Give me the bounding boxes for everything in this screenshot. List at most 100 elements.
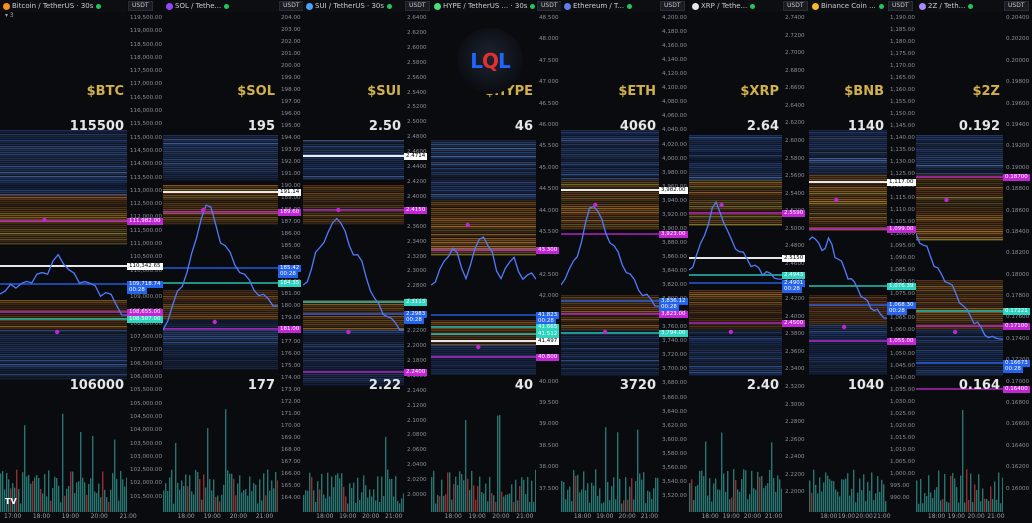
volume-bar bbox=[619, 479, 620, 512]
chart-panel-bnb[interactable]: Binance Coin ... USDT 1,190.00 1,185.00 1,18… bbox=[809, 0, 917, 523]
chart-panel-2z[interactable]: 2Z / Teth... USDT 0.20400 0.20200 0.20000 0.1… bbox=[916, 0, 1032, 523]
chart-canvas-eth[interactable] bbox=[561, 0, 689, 523]
y-axis-tick: 0.19800 bbox=[1006, 79, 1029, 85]
chart-panel-xrp[interactable]: XRP / Tethe... USDT 2.7400 2.7200 2.7000 2.68… bbox=[689, 0, 810, 523]
volume-bar bbox=[443, 496, 444, 512]
currency-button[interactable]: USDT bbox=[405, 1, 430, 11]
y-axis-tick: 2.5600 bbox=[407, 75, 427, 81]
chart-header[interactable]: SOL / Tethe... bbox=[163, 0, 278, 12]
volume-bar bbox=[439, 496, 440, 512]
y-axis-tick: 1,130.00 bbox=[890, 159, 915, 165]
chart-header[interactable]: XRP / Tethe... bbox=[689, 0, 782, 12]
chart-header[interactable]: Binance Coin ... bbox=[809, 0, 887, 12]
indicator-toggle-button[interactable]: ▾ 3 bbox=[5, 12, 14, 19]
chart-panel-btc[interactable]: Bitcoin / TetherUS · 30s USDT 119,500.00 11… bbox=[0, 0, 164, 523]
volume-bar bbox=[968, 500, 969, 512]
currency-button[interactable]: USDT bbox=[279, 1, 304, 11]
volume-bar bbox=[942, 499, 943, 512]
price-tag: 110,342.65 bbox=[127, 263, 163, 270]
chart-header[interactable]: Ethereum / T... bbox=[561, 0, 659, 12]
volume-bar bbox=[110, 490, 111, 512]
chart-header[interactable]: Bitcoin / TetherUS · 30s bbox=[0, 0, 127, 12]
liquidity-band-blue bbox=[561, 346, 659, 347]
liquidity-band-blue bbox=[303, 152, 404, 153]
volume-bar bbox=[611, 486, 612, 512]
tradingview-logo-icon[interactable]: TV bbox=[5, 497, 17, 506]
y-axis-tick: 117,500.00 bbox=[130, 68, 162, 74]
chart-header[interactable]: 2Z / Teth... bbox=[916, 0, 1003, 12]
price-tag: 0.17221 bbox=[1003, 308, 1030, 315]
currency-button[interactable]: USDT bbox=[1004, 1, 1029, 11]
volume-bar bbox=[817, 493, 818, 512]
volume-bar bbox=[357, 478, 358, 512]
symbol-title[interactable]: Binance Coin ... bbox=[821, 2, 876, 10]
liquidity-band-blue bbox=[431, 355, 536, 356]
price-axis[interactable] bbox=[659, 0, 689, 523]
volume-bar bbox=[697, 485, 698, 512]
currency-button[interactable]: USDT bbox=[128, 1, 153, 11]
liquidity-band-orange bbox=[916, 185, 1003, 186]
y-axis-tick: 174.00 bbox=[281, 375, 301, 381]
liquidity-band-blue bbox=[303, 356, 404, 357]
volume-bar bbox=[239, 475, 240, 512]
liquidity-band-blue bbox=[431, 365, 536, 366]
symbol-title[interactable]: XRP / Tethe... bbox=[701, 2, 747, 10]
volume-bar bbox=[857, 492, 858, 512]
volume-bar bbox=[377, 476, 378, 512]
lower-target-label: 0.164 bbox=[959, 378, 1000, 393]
liquidity-band-orange bbox=[916, 225, 1003, 226]
y-axis-tick: 112,500.00 bbox=[130, 201, 162, 207]
y-axis-tick: 4,180.00 bbox=[662, 29, 687, 35]
volume-bar bbox=[199, 479, 200, 512]
volume-bar bbox=[187, 486, 188, 512]
volume-bar bbox=[916, 480, 917, 512]
volume-bar bbox=[982, 489, 983, 512]
volume-bar bbox=[491, 493, 492, 512]
symbol-title[interactable]: HYPE / TetherUS ... · 30s bbox=[443, 2, 527, 10]
currency-button[interactable]: USDT bbox=[537, 1, 562, 11]
y-axis-tick: 2.3800 bbox=[785, 331, 805, 337]
symbol-title[interactable]: Ethereum / T... bbox=[573, 2, 624, 10]
ticker-label: $XRP bbox=[740, 84, 779, 99]
currency-button[interactable]: USDT bbox=[660, 1, 685, 11]
liquidity-band-orange bbox=[916, 229, 1003, 230]
y-axis-tick: 169.00 bbox=[281, 435, 301, 441]
liquidity-band-blue bbox=[561, 144, 659, 145]
liquidity-band-blue bbox=[916, 368, 1003, 369]
x-axis-tick: 21:00 bbox=[987, 513, 1004, 520]
chart-header[interactable]: HYPE / TetherUS ... · 30s bbox=[431, 0, 536, 12]
liquidity-band-orange bbox=[916, 280, 1003, 281]
liquidity-band-blue bbox=[916, 137, 1003, 138]
chart-panel-sol[interactable]: SOL / Tethe... USDT 204.00 203.00 202.00 201.… bbox=[163, 0, 304, 523]
symbol-title[interactable]: 2Z / Teth... bbox=[928, 2, 965, 10]
liquidity-band-blue bbox=[0, 182, 127, 183]
liquidity-band-orange bbox=[0, 203, 127, 204]
liquidity-band-blue bbox=[163, 147, 278, 148]
liquidity-band-blue bbox=[0, 370, 127, 371]
liquidity-band-orange bbox=[163, 223, 278, 224]
liquidity-band-blue bbox=[689, 135, 782, 136]
liquidity-band-blue bbox=[431, 140, 536, 141]
y-axis-tick: 2.7200 bbox=[785, 33, 805, 39]
chart-panel-eth[interactable]: Ethereum / T... USDT 4,200.00 4,180.00 4,160… bbox=[561, 0, 690, 523]
currency-button[interactable]: USDT bbox=[783, 1, 808, 11]
signal-dot bbox=[213, 320, 217, 324]
liquidity-band-orange bbox=[809, 203, 887, 204]
volume-bar bbox=[591, 483, 592, 512]
chart-panel-sui[interactable]: SUI / TetherUS · 30s USDT 2.6400 2.6200 2.60… bbox=[303, 0, 432, 523]
liquidity-band-blue bbox=[689, 354, 782, 355]
volume-bar bbox=[70, 471, 71, 512]
volume-bar bbox=[853, 470, 854, 512]
currency-button[interactable]: USDT bbox=[888, 1, 913, 11]
volume-bar bbox=[841, 479, 842, 512]
liquidity-band-orange bbox=[916, 304, 1003, 305]
chart-header[interactable]: SUI / TetherUS · 30s bbox=[303, 0, 404, 12]
liquidity-band-blue bbox=[809, 361, 887, 362]
volume-bar bbox=[633, 500, 634, 512]
symbol-title[interactable]: SOL / Tethe... bbox=[175, 2, 221, 10]
liquidity-band-blue bbox=[0, 158, 127, 159]
symbol-title[interactable]: SUI / TetherUS · 30s bbox=[315, 2, 384, 10]
liquidity-band-blue bbox=[0, 142, 127, 143]
volume-bar bbox=[695, 486, 696, 512]
symbol-title[interactable]: Bitcoin / TetherUS · 30s bbox=[12, 2, 93, 10]
